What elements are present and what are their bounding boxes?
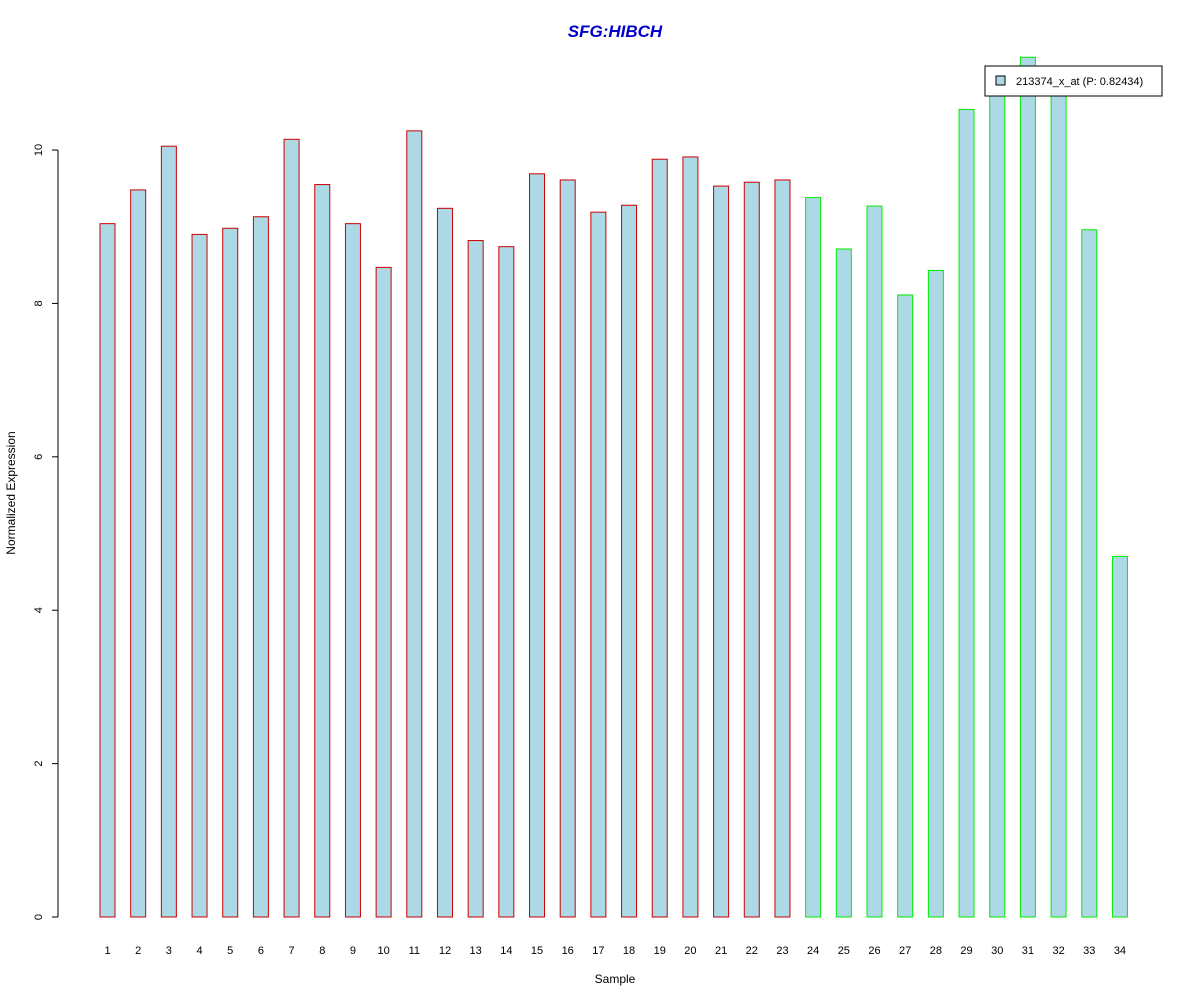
y-tick-label: 4 (33, 607, 45, 613)
x-tick-label: 25 (838, 945, 850, 957)
x-tick-label: 13 (470, 945, 482, 957)
bar-sample-22 (743, 181, 760, 918)
x-tick-label: 15 (531, 945, 543, 957)
x-tick-label: 1 (104, 945, 110, 957)
bar-sample-32 (1050, 69, 1067, 918)
bar-sample-1 (99, 223, 116, 918)
x-tick-label: 28 (930, 945, 942, 957)
bar-sample-27 (897, 294, 914, 918)
bar-sample-33 (1081, 229, 1098, 918)
x-tick-label: 8 (319, 945, 325, 957)
x-tick-label: 34 (1114, 945, 1126, 957)
x-tick-label: 17 (592, 945, 604, 957)
y-axis-title: Normalized Expression (4, 431, 18, 554)
bar-sample-30 (989, 75, 1006, 918)
y-axis: 0 2 4 6 8 10 (33, 144, 59, 920)
x-tick-label: 21 (715, 945, 727, 957)
bar-sample-9 (344, 223, 361, 918)
y-tick-label: 8 (33, 300, 45, 306)
y-tick-label: 10 (33, 144, 45, 156)
bar-sample-2 (130, 189, 147, 918)
bar-sample-12 (436, 207, 453, 918)
bar-sample-7 (283, 138, 300, 918)
bar-sample-31 (1019, 56, 1036, 918)
bar-sample-21 (713, 185, 730, 918)
bar-sample-11 (406, 130, 423, 918)
x-tick-label: 32 (1052, 945, 1064, 957)
x-tick-label: 31 (1022, 945, 1034, 957)
y-tick-label: 0 (33, 914, 45, 920)
x-tick-label: 7 (289, 945, 295, 957)
bar-sample-8 (314, 184, 331, 918)
bar-sample-19 (651, 158, 668, 918)
bar-sample-23 (774, 179, 791, 918)
bar-sample-20 (682, 156, 699, 918)
bar-sample-4 (191, 233, 208, 918)
bar-sample-16 (559, 179, 576, 918)
bar-sample-13 (467, 240, 484, 918)
x-tick-label: 19 (654, 945, 666, 957)
x-tick-label: 30 (991, 945, 1003, 957)
x-axis-title: Sample (595, 972, 636, 986)
x-tick-label: 9 (350, 945, 356, 957)
x-tick-label: 14 (500, 945, 512, 957)
x-tick-label: 11 (409, 945, 420, 957)
bar-sample-18 (621, 204, 638, 918)
legend-label: 213374_x_at (P: 0.82434) (1016, 76, 1143, 88)
x-tick-label: 16 (562, 945, 574, 957)
x-tick-label: 24 (807, 945, 819, 957)
x-tick-label: 29 (960, 945, 972, 957)
x-tick-label: 26 (868, 945, 880, 957)
x-tick-label: 20 (684, 945, 696, 957)
legend-swatch (995, 75, 1006, 86)
bar-sample-15 (529, 173, 546, 918)
bar-sample-34 (1111, 556, 1128, 918)
x-tick-label: 4 (196, 945, 202, 957)
bar-sample-10 (375, 266, 392, 918)
x-tick-label: 27 (899, 945, 911, 957)
x-tick-label: 22 (746, 945, 758, 957)
x-tick-label: 3 (166, 945, 172, 957)
chart-title: SFG:HIBCH (568, 22, 663, 41)
legend-box (984, 65, 1163, 97)
x-tick-label: 6 (258, 945, 264, 957)
bar-sample-14 (498, 246, 515, 918)
x-tick-labels: 1 2 3 4 5 6 7 8 9 10 11 12 13 14 15 16 17 18 19 20 21 22 23 24 2… (104, 945, 1126, 957)
x-tick-label: 33 (1083, 945, 1095, 957)
x-tick-label: 18 (623, 945, 635, 957)
y-tick-label: 2 (33, 761, 45, 767)
bar-sample-26 (866, 205, 883, 918)
bars-group (99, 56, 1128, 918)
bar-sample-29 (958, 108, 975, 918)
bar-sample-25 (835, 248, 852, 918)
legend: 213374_x_at (P: 0.82434) (984, 65, 1163, 97)
y-tick-label: 6 (33, 454, 45, 460)
bar-sample-24 (805, 197, 822, 918)
bar-sample-5 (222, 227, 239, 918)
x-tick-label: 23 (776, 945, 788, 957)
bar-sample-6 (252, 216, 269, 918)
bar-sample-3 (160, 145, 177, 918)
x-tick-label: 12 (439, 945, 451, 957)
x-tick-label: 2 (135, 945, 141, 957)
x-tick-label: 10 (377, 945, 389, 957)
x-tick-label: 5 (227, 945, 233, 957)
bar-sample-28 (927, 269, 944, 918)
bar-sample-17 (590, 211, 607, 918)
